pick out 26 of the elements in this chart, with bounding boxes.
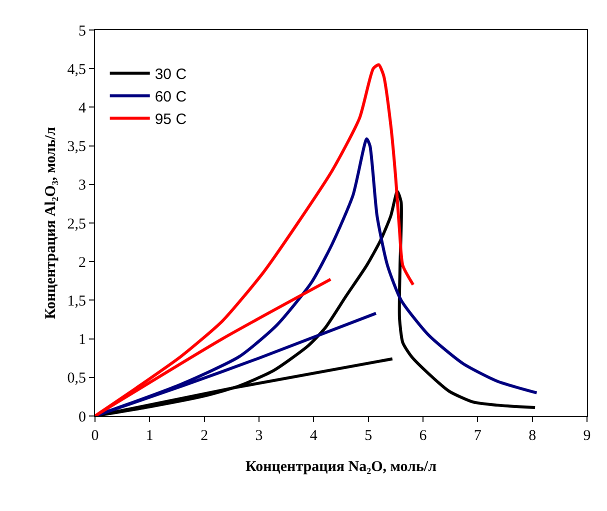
x-tick-label: 2 xyxy=(200,428,208,444)
y-tick-label: 0,5 xyxy=(67,370,86,387)
y-tick-label: 1,5 xyxy=(67,293,86,310)
legend-label: 30 C xyxy=(154,66,187,84)
x-tick-label: 3 xyxy=(255,428,263,444)
y-tick-label: 5 xyxy=(78,23,86,40)
x-tick-label: 0 xyxy=(91,428,99,444)
x-tick-label: 9 xyxy=(583,428,591,444)
y-tick-label: 0 xyxy=(78,409,86,426)
x-tick-label: 8 xyxy=(528,428,536,444)
x-tick-label: 1 xyxy=(146,428,154,444)
y-tick-label: 2 xyxy=(78,254,86,271)
y-tick-label: 4,5 xyxy=(67,62,86,78)
legend-label: 60 C xyxy=(154,88,187,106)
y-tick-label: 1 xyxy=(78,332,86,348)
y-tick-label: 3,5 xyxy=(67,139,86,156)
x-tick-label: 5 xyxy=(364,428,372,444)
x-tick-label: 6 xyxy=(419,428,428,444)
y-tick-label: 2,5 xyxy=(67,216,86,232)
y-tick-label: 3 xyxy=(78,178,86,194)
x-axis-title: Концентрация Na₂O, моль/л xyxy=(245,459,438,475)
x-tick-label: 4 xyxy=(310,428,318,444)
legend-label: 95 C xyxy=(154,111,187,128)
x-tick-label: 7 xyxy=(474,428,482,444)
y-tick-label: 4 xyxy=(78,100,86,116)
y-axis-title: Концентрация Al₂O₃, моль/л xyxy=(43,126,59,320)
